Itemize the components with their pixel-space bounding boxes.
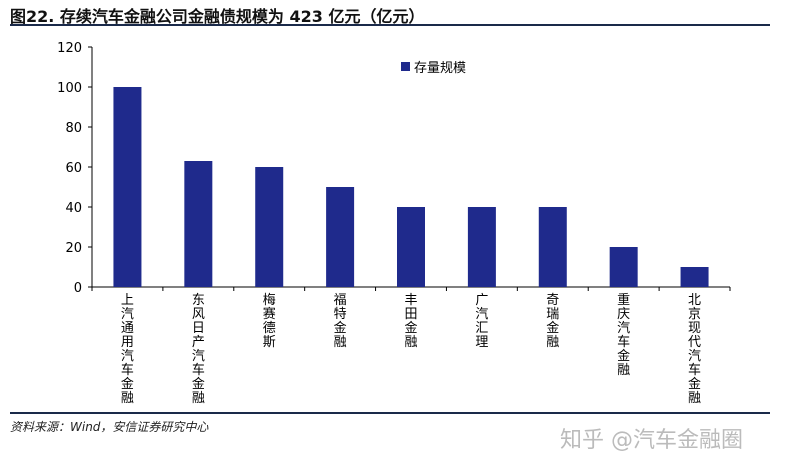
x-tick-label: 东风日产汽车金融 [192, 293, 205, 406]
y-tick-label: 60 [65, 161, 82, 176]
figure-title: 图22. 存续汽车金融公司金融债规模为 423 亿元（亿元） [10, 7, 425, 26]
source-note: 资料来源：Wind，安信证券研究中心 [10, 420, 209, 434]
y-tick-label: 120 [57, 41, 82, 56]
x-tick-label: 福特金融 [334, 293, 347, 350]
watermark: 知乎 @汽车金融圈 [560, 428, 743, 453]
x-tick-label: 奇瑞金融 [546, 292, 559, 350]
y-tick-label: 80 [65, 121, 82, 136]
x-tick-label: 重庆汽车金融 [617, 292, 630, 378]
bar [113, 87, 142, 287]
y-tick-label: 0 [74, 281, 82, 296]
y-tick-label: 20 [65, 241, 82, 256]
source-divider [10, 412, 770, 414]
bar [397, 207, 425, 287]
x-tick-label: 上汽通用汽车金融 [121, 293, 134, 406]
bar [255, 167, 284, 287]
bar [326, 187, 355, 287]
x-tick-label: 广汽汇理 [475, 293, 488, 350]
bar [184, 161, 213, 287]
title-divider [10, 24, 770, 26]
bar [680, 267, 709, 287]
legend-label: 存量规模 [414, 61, 466, 76]
x-tick-label: 梅赛德斯 [263, 293, 276, 350]
bar [609, 247, 638, 287]
legend-swatch [401, 62, 410, 71]
x-tick-label: 丰田金融 [404, 293, 417, 350]
bar [538, 207, 567, 287]
y-tick-label: 100 [57, 81, 82, 96]
y-tick-label: 40 [65, 201, 82, 216]
x-tick-label: 北京现代汽车金融 [688, 293, 701, 406]
bar [467, 207, 496, 287]
